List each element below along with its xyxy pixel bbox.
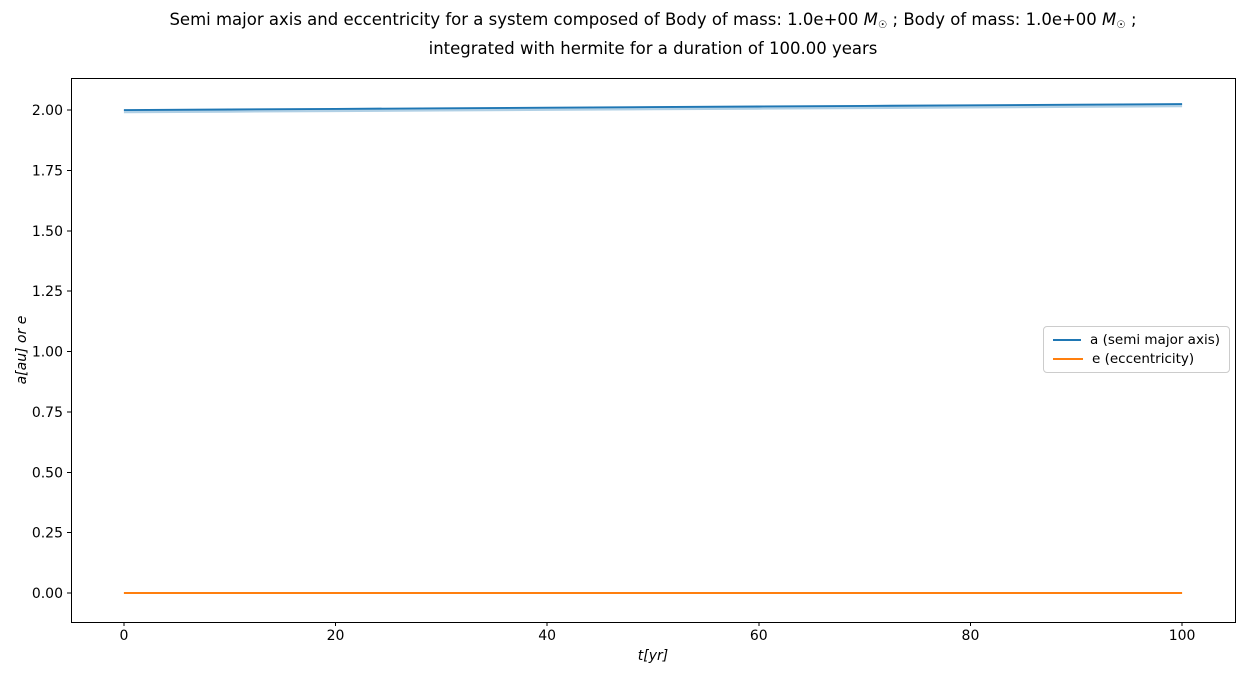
legend-line-swatch-a: [1053, 339, 1082, 342]
y-tick-label: 0.25: [32, 526, 63, 542]
y-tick-label: 0.00: [32, 586, 63, 602]
mass-symbol: M: [1102, 10, 1117, 29]
x-tick-label: 0: [119, 628, 128, 644]
chart-title-line1: Semi major axis and eccentricity for a s…: [71, 8, 1235, 37]
y-tick-label: 1.50: [32, 224, 63, 240]
title-text: Semi major axis and eccentricity for a s…: [169, 10, 864, 29]
x-tick-label: 20: [327, 628, 345, 644]
legend-entry-a: a (semi major axis): [1053, 332, 1220, 348]
x-tick-label: 100: [1169, 628, 1196, 644]
sun-symbol: ☉: [877, 19, 888, 31]
mass-symbol: M: [863, 10, 878, 29]
sun-symbol: ☉: [1116, 19, 1126, 31]
x-tick-label: 40: [538, 628, 556, 644]
legend-label-a: a (semi major axis): [1090, 332, 1220, 349]
series-band-0: [123, 104, 1183, 114]
legend-line-swatch-e: [1053, 357, 1083, 360]
y-tick-label: 2.00: [32, 103, 63, 119]
x-axis-label: t[yr]: [637, 648, 669, 664]
chart-title-line2: integrated with hermite for a duration o…: [428, 39, 878, 58]
y-tick-label: 1.00: [32, 345, 63, 361]
y-tick-label: 0.50: [32, 465, 63, 481]
y-tick-label: 1.75: [32, 163, 63, 179]
series-line-0: [123, 103, 1183, 112]
title-text: ; Body of mass: 1.0e+00: [887, 10, 1103, 29]
x-tick-label: 80: [962, 628, 980, 644]
y-tick-label: 1.25: [32, 284, 63, 300]
axes-spines: [71, 78, 1236, 623]
y-axis-label: a[au] or e: [14, 315, 30, 385]
y-tick-label: 0.75: [32, 405, 63, 421]
chart-title: Semi major axis and eccentricity for a s…: [71, 8, 1235, 60]
legend: a (semi major axis) e (eccentricity): [1043, 326, 1230, 373]
title-text: ;: [1125, 10, 1137, 29]
legend-entry-e: e (eccentricity): [1053, 351, 1220, 367]
legend-label-e: e (eccentricity): [1092, 350, 1195, 367]
x-tick-label: 60: [750, 628, 768, 644]
